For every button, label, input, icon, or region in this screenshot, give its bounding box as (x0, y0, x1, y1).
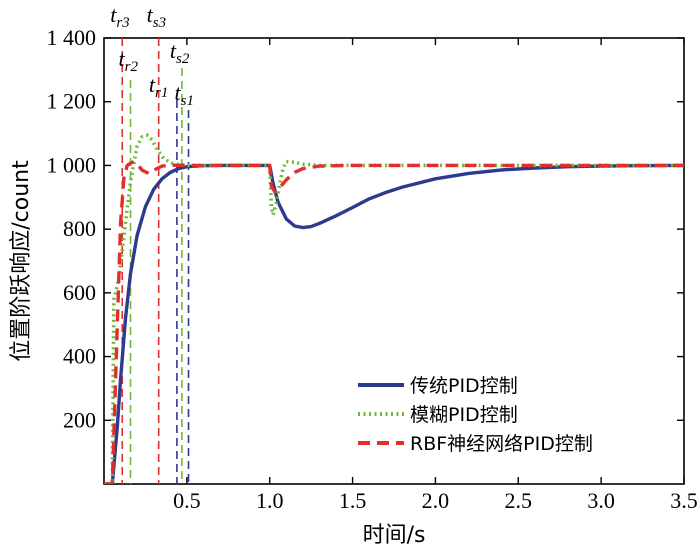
x-tick-label: 0.5 (173, 488, 201, 513)
series-layer (104, 133, 684, 484)
y-tick-label: 800 (63, 216, 96, 241)
marker-label-r3: tr3 (110, 2, 129, 31)
y-tick-label: 1 000 (47, 152, 97, 177)
plot-frame (103, 37, 685, 485)
x-tick-label: 2.0 (422, 488, 450, 513)
legend-label-rbf-pid: RBF神经网络PID控制 (410, 433, 593, 455)
marker-label-r2: tr2 (119, 46, 139, 75)
y-axis-ticks: 200 400 600 800 1 000 1 200 1 400 (47, 25, 684, 432)
marker-label-s3: ts3 (147, 2, 166, 31)
y-tick-label: 200 (63, 407, 96, 432)
marker-label-r1: tr1 (149, 72, 168, 101)
x-tick-label: 3.5 (670, 488, 698, 513)
x-tick-label: 3.0 (587, 488, 615, 513)
x-axis-title: 时间/s (363, 523, 426, 548)
y-tick-label: 600 (63, 280, 96, 305)
marker-label-s2: ts2 (170, 38, 190, 67)
y-axis-title: 位置阶跃响应/count (9, 160, 34, 362)
series-line-2 (104, 133, 684, 484)
x-tick-label: 1.0 (256, 488, 284, 513)
legend-label-traditional-pid: 传统PID控制 (410, 375, 518, 397)
series-line-1 (104, 163, 684, 484)
y-tick-label: 1 400 (47, 25, 97, 50)
y-tick-label: 1 200 (47, 89, 97, 114)
x-tick-label: 2.5 (505, 488, 533, 513)
marker-label-s1: ts1 (175, 80, 194, 109)
series-line-3 (104, 160, 684, 484)
x-axis-ticks: 0.5 1.0 1.5 2.0 2.5 3.0 3.5 (173, 38, 698, 513)
legend-label-fuzzy-pid: 模糊PID控制 (410, 404, 518, 426)
x-tick-label: 1.5 (339, 488, 367, 513)
legend: 传统PID控制 模糊PID控制 RBF神经网络PID控制 (358, 375, 593, 455)
y-tick-label: 400 (63, 344, 96, 369)
